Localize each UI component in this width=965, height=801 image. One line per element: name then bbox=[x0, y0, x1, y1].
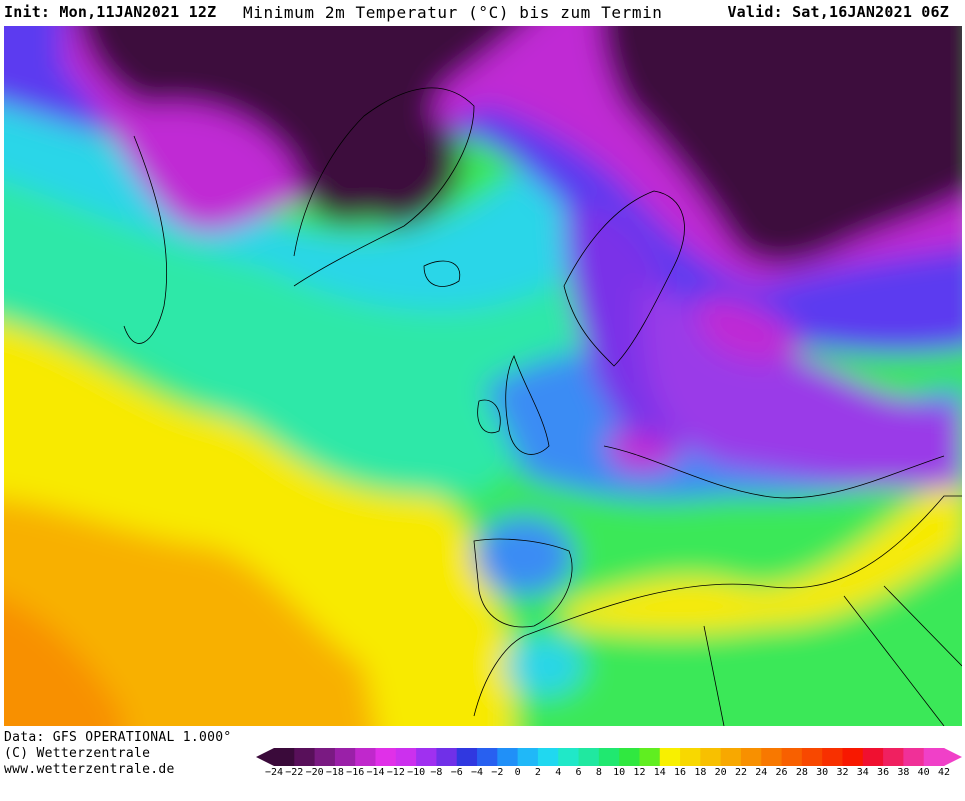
legend-tick-label: −2 bbox=[491, 767, 504, 778]
legend-swatch bbox=[883, 748, 904, 766]
legend-tick-label: 34 bbox=[856, 767, 869, 778]
legend-swatch bbox=[659, 748, 681, 766]
legend-tick-label: −20 bbox=[305, 767, 324, 778]
legend-arrow-right bbox=[944, 748, 962, 766]
legend-tick-label: 30 bbox=[816, 767, 829, 778]
legend-tick-label: 4 bbox=[555, 767, 562, 778]
legend-tick-label: −18 bbox=[325, 767, 344, 778]
legend-tick-label: 32 bbox=[836, 767, 849, 778]
init-time: Init: Mon,11JAN2021 12Z bbox=[4, 3, 217, 21]
legend-tick-label: −6 bbox=[450, 767, 463, 778]
legend-tick-label: −14 bbox=[366, 767, 385, 778]
legend-swatch bbox=[862, 748, 884, 766]
legend-tick-label: −24 bbox=[264, 767, 284, 778]
legend-tick-label: 6 bbox=[575, 767, 582, 778]
legend-swatch bbox=[517, 748, 539, 766]
legend-tick-label: 12 bbox=[633, 767, 646, 778]
legend-swatch bbox=[761, 748, 783, 766]
temperature-shading bbox=[4, 26, 962, 726]
legend-tick-label: 26 bbox=[775, 767, 788, 778]
legend-tick-label: 16 bbox=[674, 767, 687, 778]
legend-swatch bbox=[436, 748, 458, 766]
legend-swatch bbox=[801, 748, 823, 766]
legend-tick-label: 18 bbox=[694, 767, 707, 778]
legend-tick-label: 36 bbox=[877, 767, 890, 778]
legend-swatch bbox=[923, 748, 945, 766]
legend-tick-label: 0 bbox=[514, 767, 521, 778]
valid-time: Valid: Sat,16JAN2021 06Z bbox=[727, 3, 949, 21]
legend-swatch bbox=[294, 748, 316, 766]
temperature-field bbox=[4, 26, 962, 726]
legend-swatch bbox=[903, 748, 925, 766]
legend-swatch bbox=[680, 748, 701, 766]
legend-swatch bbox=[416, 748, 437, 766]
legend-tick-label: −16 bbox=[346, 767, 365, 778]
legend-tick-label: −8 bbox=[430, 767, 443, 778]
legend-swatch bbox=[639, 748, 661, 766]
color-legend bbox=[256, 748, 962, 766]
legend-swatch bbox=[477, 748, 498, 766]
legend-swatch bbox=[781, 748, 803, 766]
copyright: (C) Wetterzentrale bbox=[4, 746, 151, 761]
legend-tick-label: 42 bbox=[937, 767, 951, 778]
legend-swatch bbox=[842, 748, 864, 766]
legend-swatch bbox=[822, 748, 843, 766]
legend-tick-label: 22 bbox=[734, 767, 747, 778]
legend-swatch bbox=[355, 748, 377, 766]
header-bar: Init: Mon,11JAN2021 12Z Minimum 2m Tempe… bbox=[0, 0, 965, 26]
legend-swatch bbox=[456, 748, 478, 766]
temperature-map[interactable] bbox=[4, 26, 962, 726]
legend-tick-label: 14 bbox=[653, 767, 666, 778]
legend-tick-label: 10 bbox=[613, 767, 626, 778]
legend-swatch bbox=[558, 748, 580, 766]
legend-swatch bbox=[375, 748, 397, 766]
legend-tick-label: −10 bbox=[407, 767, 426, 778]
legend-swatch bbox=[334, 748, 356, 766]
map-title: Minimum 2m Temperatur (°C) bis zum Termi… bbox=[243, 3, 663, 22]
legend-tick-label: −12 bbox=[386, 767, 405, 778]
legend-tick-label: 20 bbox=[714, 767, 727, 778]
legend-tick-label: 38 bbox=[897, 767, 910, 778]
legend-tick-label: 8 bbox=[595, 767, 602, 778]
footer: Data: GFS OPERATIONAL 1.000° (C) Wetterz… bbox=[0, 728, 965, 801]
legend-swatch bbox=[537, 748, 559, 766]
legend-swatch bbox=[740, 748, 762, 766]
coastlines bbox=[123, 87, 962, 726]
legend-swatch bbox=[700, 748, 722, 766]
legend-swatch bbox=[578, 748, 600, 766]
legend-swatch bbox=[395, 748, 417, 766]
website-link[interactable]: www.wetterzentrale.de bbox=[4, 762, 175, 777]
legend-swatch bbox=[497, 748, 519, 766]
legend-swatch bbox=[314, 748, 336, 766]
data-source: Data: GFS OPERATIONAL 1.000° bbox=[4, 730, 232, 745]
legend-swatch bbox=[619, 748, 640, 766]
legend-swatch bbox=[274, 748, 295, 766]
legend-tick-label: 40 bbox=[917, 767, 930, 778]
legend-swatch bbox=[720, 748, 742, 766]
legend-swatch bbox=[598, 748, 620, 766]
legend-arrow-left bbox=[256, 748, 274, 766]
legend-tick-label: 2 bbox=[534, 767, 541, 778]
legend-tick-label: −4 bbox=[470, 767, 484, 778]
legend-tick-label: 28 bbox=[795, 767, 808, 778]
legend-tick-label: 24 bbox=[755, 767, 768, 778]
legend-ticks: −24 −22 −20 −18 −16 −14 −12 −10 −8 −6 −4 −2 0 2 4 6 8 10 1… bbox=[256, 767, 962, 781]
legend-tick-label: −22 bbox=[285, 767, 304, 778]
